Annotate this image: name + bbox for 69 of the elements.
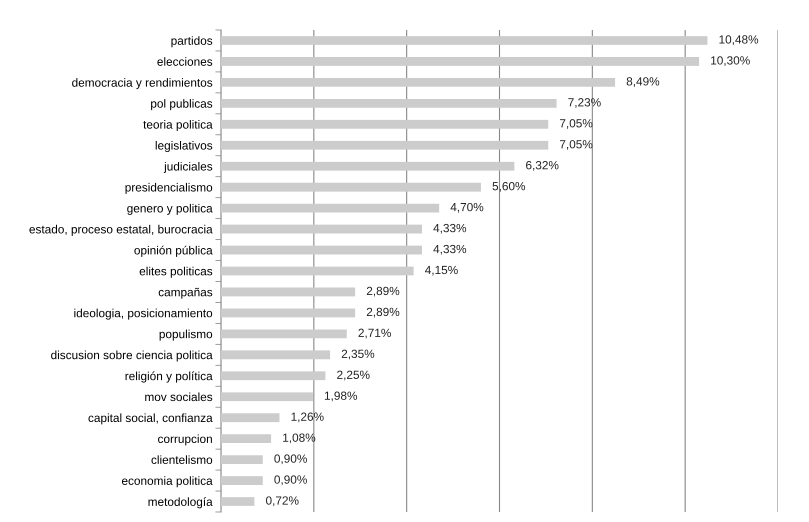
data-label: 1,98% [324, 392, 358, 402]
data-label: 2,25% [337, 370, 370, 380]
y-tick-label: populismo [160, 330, 212, 341]
bar [221, 288, 356, 296]
bar [221, 182, 481, 192]
bar [221, 329, 347, 338]
data-label: 6,32% [526, 161, 559, 171]
bar [221, 162, 514, 171]
bar [221, 371, 326, 380]
y-tick-label: estado, proceso estatal, burocracia [29, 224, 213, 236]
bar [221, 308, 356, 318]
y-tick-label: campañas [158, 288, 212, 299]
y-tick-label: judiciales [164, 162, 212, 173]
data-label: 4,15% [425, 266, 458, 276]
bar [221, 98, 557, 108]
data-label: 0,90% [274, 475, 307, 486]
data-label: 2,89% [366, 308, 400, 318]
data-label: 10,48% [719, 35, 758, 46]
y-tick-label: legislativos [156, 140, 212, 152]
bar [221, 224, 422, 234]
y-tick-label: elecciones [157, 57, 212, 66]
data-label: 2,89% [366, 286, 400, 297]
y-tick-label: teoria politica [143, 120, 213, 132]
data-label: 0,90% [274, 454, 307, 464]
data-label: 7,23% [568, 98, 601, 108]
y-tick-label: democracia y rendimientos [72, 78, 212, 90]
data-label: 1,26% [291, 412, 324, 422]
data-label: 8,49% [626, 77, 660, 87]
data-label: 5,60% [492, 182, 526, 192]
bar [221, 57, 700, 66]
bar [221, 350, 330, 360]
data-label: 7,05% [560, 140, 592, 150]
bar [221, 413, 280, 422]
data-label: 2,35% [342, 350, 374, 360]
y-tick-label: religión y política [126, 371, 213, 383]
data-label: 7,05% [560, 119, 592, 129]
bar [221, 266, 414, 276]
bar [221, 120, 548, 129]
data-label: 2,71% [358, 328, 391, 338]
data-label: 4,70% [450, 202, 484, 213]
y-tick-label: capital social, confianza [88, 413, 213, 424]
y-tick-label: ideologia, posicionamiento [74, 308, 212, 320]
y-tick-label: economia politica [122, 476, 213, 488]
bar [221, 78, 616, 87]
bar [221, 204, 440, 213]
data-label: 10,30% [711, 56, 750, 66]
y-tick-label: elites politicas [140, 266, 212, 278]
y-tick-label: mov sociales [145, 392, 212, 402]
y-tick-label: clientelismo [151, 455, 212, 464]
bar [221, 36, 708, 45]
bar [221, 140, 548, 150]
bar [221, 455, 263, 464]
bar [221, 246, 422, 254]
y-tick-label: partidos [171, 36, 212, 48]
bar [221, 392, 313, 402]
data-label: 4,33% [433, 224, 466, 234]
y-tick-label: corrupcion [158, 434, 212, 446]
data-label: 0,72% [266, 496, 299, 506]
y-tick-label: genero y politica [127, 204, 213, 215]
data-label: 4,33% [433, 244, 466, 255]
y-tick-label: discusion sobre ciencia politica [51, 350, 213, 362]
data-label: 1,08% [283, 433, 316, 444]
y-tick-label: metodología [148, 497, 213, 508]
y-tick-label: pol publicas [151, 99, 212, 110]
y-tick-label: opinión pública [134, 246, 213, 257]
bar [221, 497, 254, 506]
y-tick-label: presidencialismo [126, 182, 212, 194]
bar [221, 476, 263, 485]
bar [221, 434, 272, 444]
